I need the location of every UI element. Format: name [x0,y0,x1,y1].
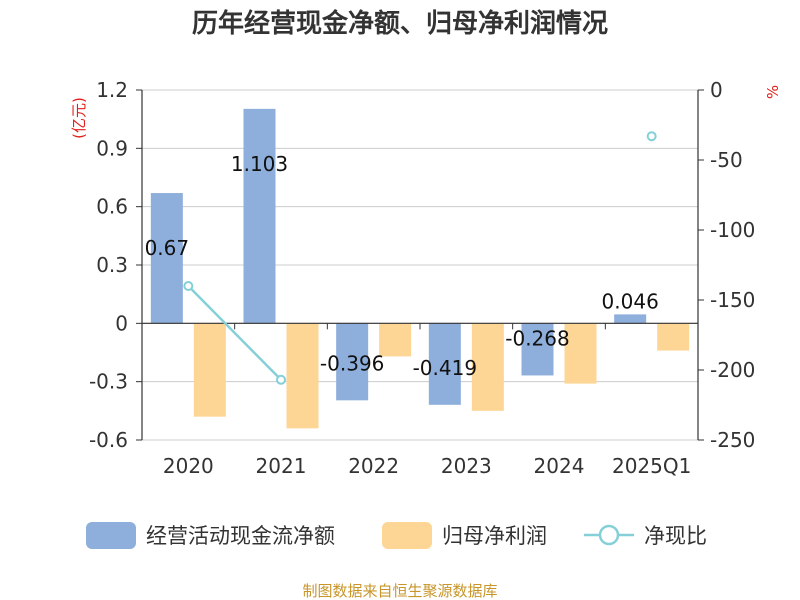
ratio-line-segment [187,285,282,381]
x-axis-category-label: 2021 [256,454,307,478]
bar-cash-flow [521,323,554,376]
right-axis-tick-label: -50 [710,148,743,172]
bar-net-profit [471,323,504,411]
right-axis-tick-label: -150 [710,288,755,312]
legend-swatch [86,522,136,549]
left-axis-unit: (亿元) [70,97,88,139]
ratio-point [183,281,194,291]
bar-net-profit [379,323,412,357]
data-label: 0.67 [145,236,190,260]
x-axis-category-label: 2023 [441,454,492,478]
data-label: -0.268 [505,326,569,350]
ratio-point [276,374,286,385]
legend-marker [598,524,620,546]
left-axis-tick-label: 0 [115,311,128,335]
left-axis-tick-label: 0.3 [96,253,128,277]
legend-label: 净现比 [644,524,707,548]
data-source-note: 制图数据来自恒生聚源数据库 [302,582,497,600]
bar-cash-flow [428,323,461,405]
bar-net-profit [286,323,319,429]
legend-label: 经营活动现金流净额 [146,524,335,548]
left-axis-tick-label: -0.3 [89,370,128,394]
bar-cash-flow [243,108,276,324]
data-label: -0.396 [320,351,384,375]
bar-net-profit [657,323,690,351]
left-axis-tick-label: -0.6 [89,428,128,452]
legend-swatch [382,522,432,549]
right-axis-unit: % [764,85,782,99]
data-label: 1.103 [231,152,288,176]
bar-net-profit [193,323,226,417]
bar-cash-flow [336,323,369,401]
bar-cash-flow [614,314,647,324]
data-label: 0.046 [602,289,659,313]
x-axis-category-label: 2025Q1 [612,454,691,478]
right-axis-tick-label: -100 [710,218,755,242]
x-axis-category-label: 2020 [163,454,214,478]
legend-label: 归母净利润 [442,524,547,548]
right-axis-tick-label: -250 [710,428,755,452]
right-axis-tick-label: -200 [710,358,755,382]
left-axis-tick-label: 1.2 [96,78,128,102]
x-axis-category-label: 2022 [348,454,399,478]
ratio-point [646,131,657,142]
chart-title: 历年经营现金净额、归母净利润情况 [192,8,608,39]
x-axis-category-label: 2024 [534,454,585,478]
bar-cash-flow [150,193,183,324]
bar-net-profit [564,323,597,384]
right-axis-tick-label: 0 [710,78,723,102]
left-axis-tick-label: 0.9 [96,136,128,160]
left-axis-tick-label: 0.6 [96,195,128,219]
data-label: -0.419 [413,356,477,380]
